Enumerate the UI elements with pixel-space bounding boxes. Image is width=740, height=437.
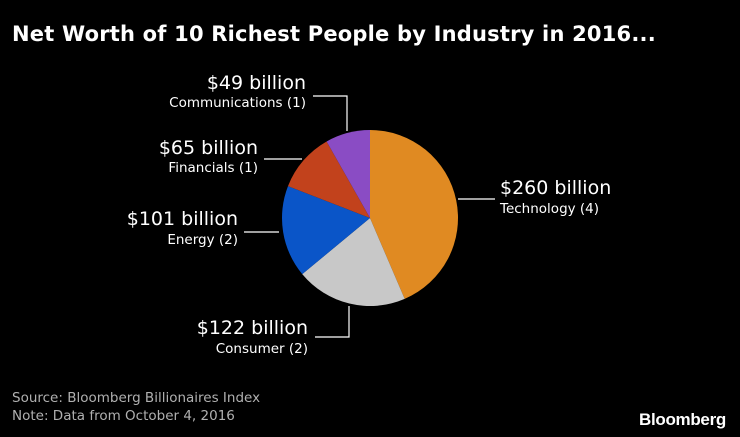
- pie-slice-energy: [282, 186, 370, 275]
- value-label-technology: $260 billion: [500, 177, 611, 199]
- pie-slice-financials: [287, 141, 370, 218]
- category-label-energy: Energy (2): [167, 232, 238, 248]
- leader-line-consumer: [315, 306, 350, 338]
- pie-slice-technology: [370, 130, 459, 299]
- category-label-technology: Technology (4): [499, 201, 599, 217]
- leader-line-communications: [313, 95, 348, 131]
- value-label-financials: $65 billion: [159, 137, 258, 159]
- category-label-consumer: Consumer (2): [216, 341, 308, 357]
- pie-slice-communications: [326, 130, 370, 218]
- chart-footer: Source: Bloomberg Billionaires Index Not…: [12, 389, 260, 425]
- source-note: Source: Bloomberg Billionaires Index: [12, 390, 261, 406]
- value-label-consumer: $122 billion: [197, 317, 308, 339]
- category-label-financials: Financials (1): [168, 160, 258, 176]
- pie-slice-consumer: [302, 218, 405, 306]
- value-label-energy: $101 billion: [127, 208, 238, 230]
- chart-title: Net Worth of 10 Richest People by Indust…: [12, 22, 656, 46]
- value-label-communications: $49 billion: [207, 72, 306, 94]
- data-date-note: Note: Data from October 4, 2016: [12, 408, 235, 424]
- category-label-communications: Communications (1): [169, 95, 306, 111]
- bloomberg-logo: Bloomberg: [638, 410, 726, 429]
